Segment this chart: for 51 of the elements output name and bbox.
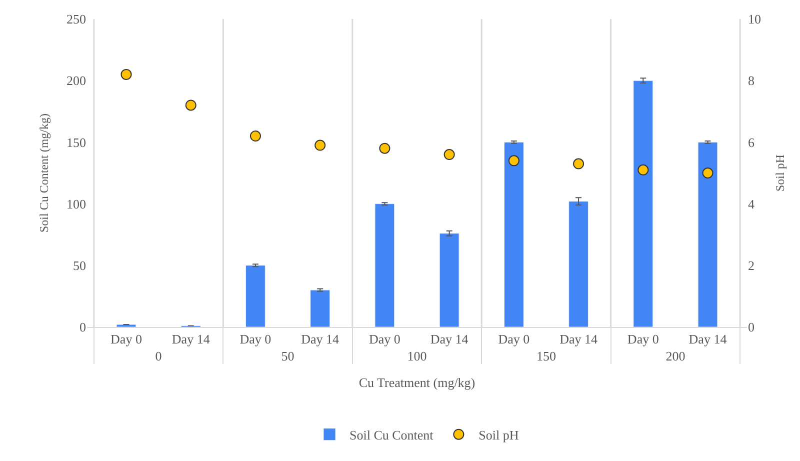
bar	[310, 290, 330, 327]
y-tick-label: 50	[73, 258, 86, 273]
x-tick-label: Day 14	[301, 332, 340, 347]
x-tick-label: Day 14	[172, 332, 210, 347]
x-tick-label: Day 0	[368, 332, 400, 347]
bar	[116, 324, 136, 327]
point	[120, 68, 132, 80]
y2-tick-label: 0	[748, 320, 754, 335]
y-tick-label: 100	[66, 196, 86, 212]
x-tick-label: Day 14	[430, 332, 469, 347]
legend-label: Soil pH	[478, 427, 519, 442]
bar	[568, 201, 588, 327]
point	[702, 168, 714, 178]
y2-tick-label: 2	[748, 258, 754, 273]
x-tick-label: Day 14	[688, 332, 728, 347]
text: 0	[155, 348, 162, 364]
text: 100	[407, 348, 427, 364]
point	[314, 140, 326, 151]
x-tick-label: Day 14	[560, 332, 598, 347]
bar	[374, 204, 395, 327]
y2-tick-label: 4	[748, 196, 755, 212]
text: 200	[666, 348, 686, 364]
text: 150	[536, 348, 556, 364]
y2-tick-label: 6	[748, 134, 755, 150]
bar	[246, 265, 266, 327]
y-axis-title: Soil Cu Content (mg/kg)	[36, 113, 51, 233]
x-tick-label: Day 0	[240, 332, 272, 347]
y-tick-label: 250	[66, 12, 86, 27]
point	[379, 142, 390, 154]
bar	[504, 142, 524, 327]
bar	[633, 80, 654, 327]
y-tick-label: 0	[80, 320, 86, 335]
x-tick-label: Day 0	[498, 332, 530, 347]
point	[573, 158, 584, 170]
text: 50	[281, 348, 294, 364]
x-tick-label: Day 0	[110, 332, 142, 347]
y2-axis-title: Soil pH	[772, 154, 787, 192]
x-axis-title: Cu Treatment (mg/kg)	[358, 375, 476, 390]
point	[444, 149, 455, 160]
y-tick-label: 200	[66, 73, 86, 88]
y2-tick-label: 10	[748, 12, 761, 27]
legend-label: Soil Cu Content	[350, 427, 434, 442]
point	[638, 164, 649, 176]
y2-tick-label: 8	[748, 73, 754, 88]
point	[185, 100, 196, 111]
y-tick-label: 150	[66, 134, 86, 150]
bar	[698, 142, 718, 327]
point	[508, 155, 520, 166]
point	[250, 130, 261, 142]
x-tick-label: Day 0	[627, 332, 659, 347]
bar	[439, 233, 460, 327]
